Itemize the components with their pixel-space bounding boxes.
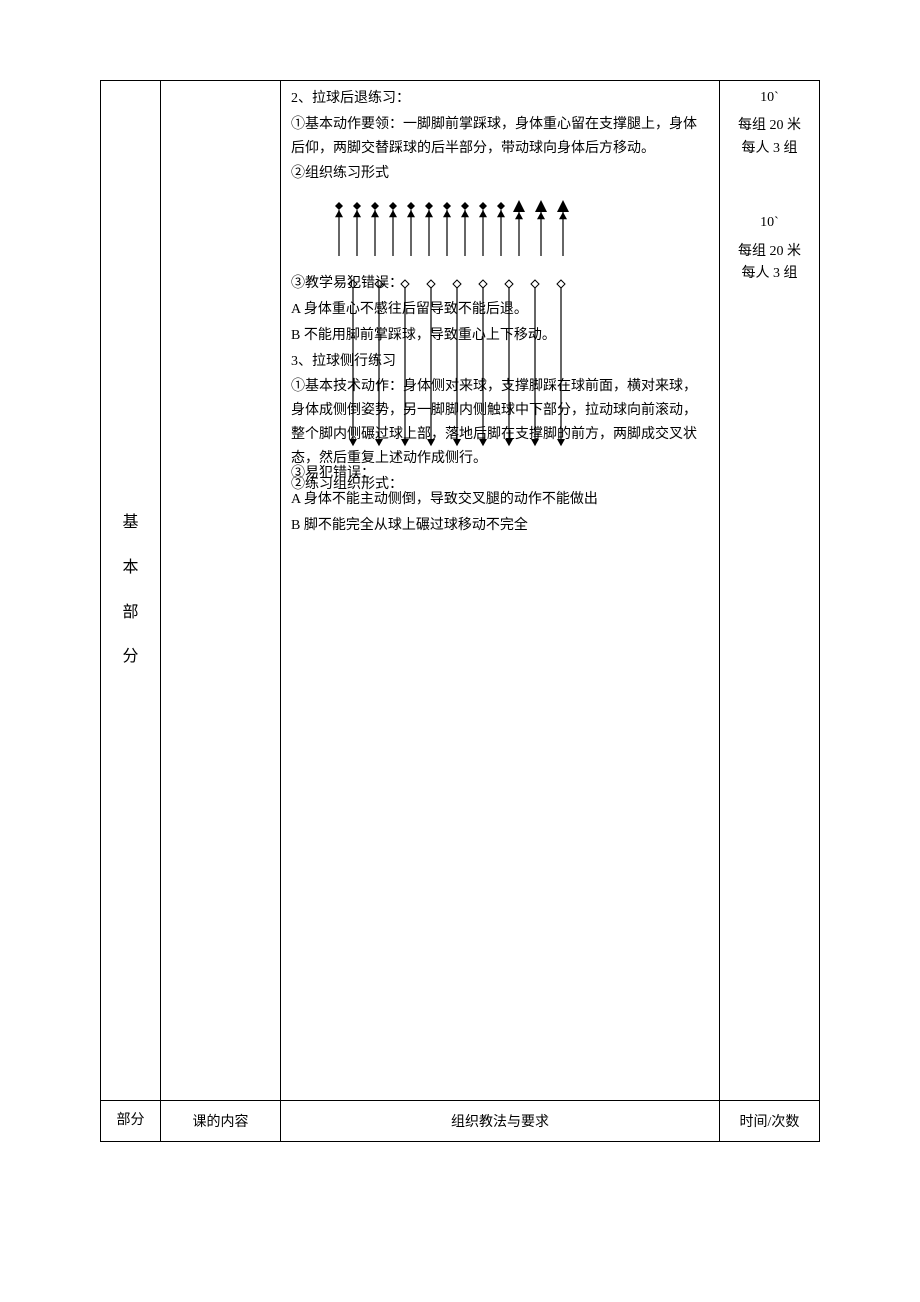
teaching-method-cell: 2、拉球后退练习： ①基本动作要领：一脚脚前掌踩球，身体重心留在支撑腿上，身体后… [281, 81, 720, 1101]
header-col1-text: 部分 [117, 1113, 145, 1128]
label-char-2: 本 [122, 546, 138, 591]
section-label-cell: 基 本 部 分 [101, 81, 161, 1101]
section3-title: 3、拉球侧行练习 [291, 350, 709, 374]
time2-reps: 每人 3 组 [726, 263, 813, 285]
section-label-vertical: 基 本 部 分 [107, 501, 154, 680]
time-entry-2: 10` 每组 20 米 每人 3 组 [726, 212, 813, 285]
time-count-cell: 10` 每组 20 米 每人 3 组 10` 每组 20 米 每人 3 组 [720, 81, 820, 1101]
header-col3: 组织教法与要求 [281, 1101, 720, 1142]
time1-duration: 10` [726, 87, 813, 109]
main-section-row: 基 本 部 分 2、拉球后退练习： ①基本动作要领：一脚脚前掌踩球，身体重心留在… [101, 81, 820, 1101]
content-block: 2、拉球后退练习： ①基本动作要领：一脚脚前掌踩球，身体重心留在支撑腿上，身体后… [287, 85, 713, 542]
time-entry-1: 10` 每组 20 米 每人 3 组 [726, 87, 813, 160]
time-block: 10` 每组 20 米 每人 3 组 10` 每组 20 米 每人 3 组 [726, 85, 813, 285]
time2-distance: 每组 20 米 [726, 241, 813, 263]
section3-error-b: B 脚不能完全从球上碾过球移动不完全 [291, 514, 709, 538]
time1-reps: 每人 3 组 [726, 138, 813, 160]
section3-point1: ①基本技术动作：身体侧对来球，支撑脚踩在球前面，横对来球，身体成侧倒姿势，另一脚… [291, 375, 709, 470]
lesson-content-cell [161, 81, 281, 1101]
header-col2: 课的内容 [161, 1101, 281, 1142]
text-over-diagram: ③教学易犯错误： A 身体重心不感往后留导致不能后退。 B 不能用脚前掌踩球，导… [291, 272, 709, 496]
section2-error-b: B 不能用脚前掌踩球，导致重心上下移动。 [291, 324, 709, 348]
section3-point2: ②练习组织形式： [291, 473, 709, 497]
section3-point1-prefix: ①基本技术动作： [291, 379, 403, 394]
header-row: 部分 课的内容 组织教法与要求 时间/次数 [101, 1101, 820, 1142]
section2-title: 2、拉球后退练习： [291, 87, 709, 111]
header-col1: 部分 [101, 1101, 161, 1142]
time2-duration: 10` [726, 212, 813, 234]
section2-error-a: A 身体重心不感往后留导致不能后退。 [291, 298, 709, 322]
time1-distance: 每组 20 米 [726, 115, 813, 137]
lesson-plan-table: 基 本 部 分 2、拉球后退练习： ①基本动作要领：一脚脚前掌踩球，身体重心留在… [100, 80, 820, 1142]
section2-point1: ①基本动作要领：一脚脚前掌踩球，身体重心留在支撑腿上，身体后仰，两脚交替踩球的后… [291, 113, 709, 161]
label-char-3: 部 [122, 591, 138, 636]
label-char-1: 基 [122, 501, 138, 546]
diagram1-container [291, 192, 709, 262]
label-char-4: 分 [122, 635, 138, 680]
section2-point1-prefix: ①基本动作要领： [291, 117, 403, 132]
diagram1-svg [291, 192, 709, 262]
section2-point2: ②组织练习形式 [291, 162, 709, 186]
header-col4: 时间/次数 [720, 1101, 820, 1142]
section2-point3: ③教学易犯错误： [291, 272, 709, 296]
diagram2-container: ③教学易犯错误： A 身体重心不感往后留导致不能后退。 B 不能用脚前掌踩球，导… [291, 272, 709, 452]
